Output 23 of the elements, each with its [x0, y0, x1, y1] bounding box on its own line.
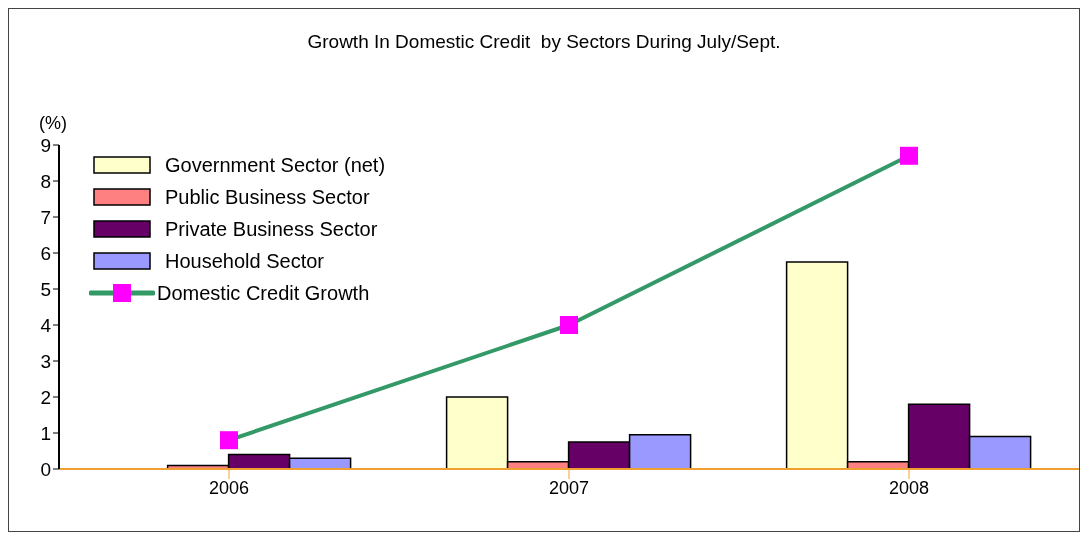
y-tick-label: 9 — [40, 134, 51, 156]
legend-label: Household Sector — [165, 249, 324, 273]
point — [560, 316, 578, 334]
x-tick-label: 2006 — [208, 477, 250, 498]
y-axis-title: (%) — [39, 113, 67, 134]
y-tick-label: 6 — [40, 242, 51, 264]
y-tick-label: 3 — [40, 350, 51, 372]
point — [220, 431, 238, 450]
legend-label: Private Business Sector — [165, 217, 378, 241]
legend-label: Public Business Sector — [165, 185, 370, 209]
x-tick-label: 2008 — [888, 477, 930, 498]
point — [900, 146, 918, 165]
y-tick-label: 0 — [40, 458, 51, 480]
x-tick-label: 2007 — [548, 477, 590, 498]
y-tick-label: 5 — [40, 278, 51, 300]
y-tick-label: 1 — [40, 422, 51, 444]
y-tick-label: 8 — [40, 170, 51, 192]
y-tick-label: 7 — [40, 206, 51, 228]
chart-title: Growth In Domestic Credit by Sectors During July/Sept. — [306, 31, 782, 53]
legend-label: Government Sector (net) — [165, 153, 386, 177]
y-tick-label: 2 — [40, 386, 51, 408]
legend-label: Domestic Credit Growth — [157, 281, 370, 305]
y-tick-label: 4 — [40, 314, 52, 336]
